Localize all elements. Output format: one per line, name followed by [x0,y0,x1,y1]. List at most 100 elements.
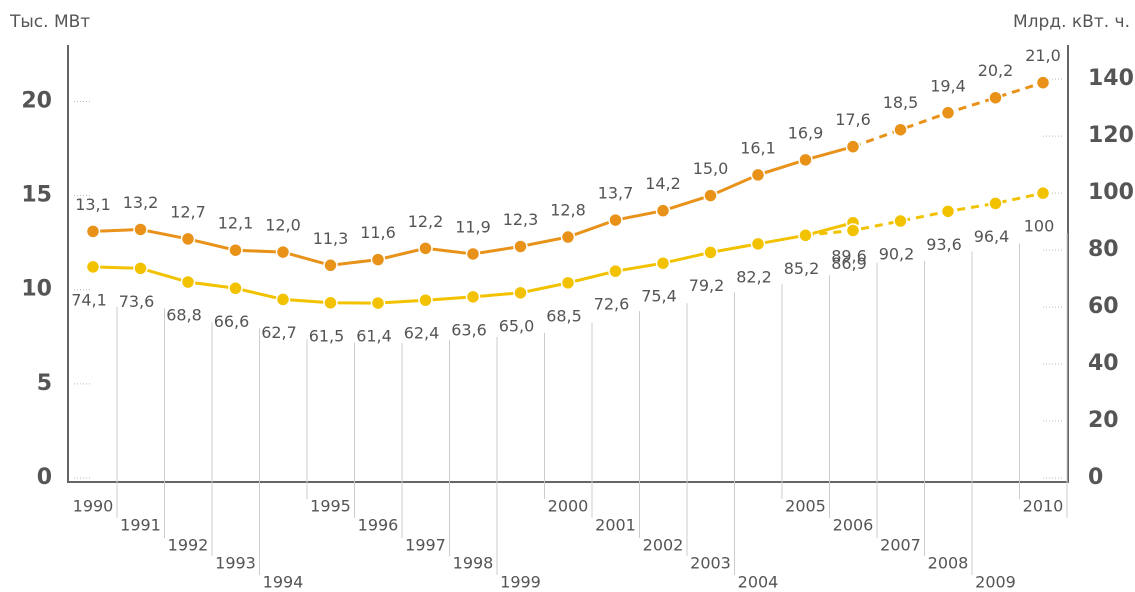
data-point [893,213,908,229]
value-label: 11,6 [360,223,396,242]
x-tick-label: 1999 [500,573,541,592]
value-label: 15,0 [693,159,729,178]
y2-tick-label: 20 [1088,408,1119,433]
value-label: 13,7 [598,184,634,203]
value-label: 12,8 [550,201,586,220]
data-point [940,204,956,219]
data-point [513,239,528,254]
value-label: 74,1 [71,290,107,309]
value-label: 12,7 [170,202,206,221]
value-label: 65,0 [499,316,535,335]
value-label: 12,1 [218,214,254,233]
value-label: 61,4 [356,327,392,346]
data-point [845,223,861,238]
data-point [798,228,813,243]
x-tick-label: 2005 [785,497,826,516]
y-tick-label: 15 [21,183,52,208]
data-point [988,90,1003,105]
data-point [703,245,718,260]
x-tick-label: 1992 [168,536,209,555]
data-point [750,236,766,252]
data-point [1035,185,1051,201]
x-tick-label: 2002 [643,536,684,555]
data-point [655,255,671,271]
data-point [893,122,908,137]
x-tick-label: 1991 [120,516,161,535]
data-point [133,222,148,237]
y-tick-label: 5 [37,371,52,396]
x-tick-label: 2007 [880,536,921,555]
x-tick-label: 1990 [73,497,114,516]
value-label: 12,2 [408,212,444,231]
y2-tick-label: 140 [1088,66,1134,91]
value-label: 82,2 [736,267,772,286]
x-tick-label: 2008 [928,554,969,573]
value-label: 86,9 [831,254,867,273]
value-label: 75,4 [641,287,677,306]
value-label: 100 [1024,217,1055,236]
value-label: 89,6 [831,246,867,265]
value-label: 62,7 [261,323,297,342]
value-label: 11,3 [313,229,349,248]
series-line [805,191,1044,237]
x-tick-label: 2000 [548,497,589,516]
data-point [988,196,1003,211]
value-label: 21,0 [1025,46,1061,65]
y2-axis-title: Млрд. кВт. ч. [1013,12,1130,32]
value-label: 66,6 [214,312,250,331]
x-tick-label: 2006 [833,516,874,535]
x-tick-label: 2010 [1023,497,1064,516]
data-point [180,274,196,290]
x-tick-label: 1997 [405,536,446,555]
data-point [655,203,671,218]
data-point [323,258,338,273]
value-label: 19,4 [930,76,966,95]
data-point [940,105,956,121]
value-label: 79,2 [689,276,725,295]
data-point [703,188,718,203]
data-point [228,281,243,296]
y2-tick-label: 120 [1088,123,1134,148]
data-point [370,295,386,311]
data-point [608,212,623,228]
data-point [560,229,576,245]
value-label: 72,6 [594,295,630,314]
y2-tick-label: 60 [1088,294,1119,319]
value-label: 61,5 [309,326,345,345]
data-point [370,252,386,267]
value-label: 16,1 [740,138,776,157]
value-label: 12,0 [265,216,301,235]
x-tick-label: 1996 [358,516,399,535]
y2-tick-label: 100 [1088,180,1134,205]
data-point [465,289,481,305]
data-point [418,292,433,308]
data-point [845,139,861,154]
value-label: 17,6 [835,110,871,129]
data-point [228,242,243,258]
data-point [513,285,528,301]
data-point [560,275,576,291]
value-label: 90,2 [879,245,915,264]
y2-tick-label: 80 [1088,237,1119,262]
value-label: 14,2 [645,174,681,193]
data-point [1035,75,1051,90]
value-label: 11,9 [455,217,491,236]
value-label: 63,6 [451,320,487,339]
data-point [275,244,291,260]
data-point [180,231,196,247]
value-label: 96,4 [974,227,1010,246]
data-point [465,246,481,262]
x-tick-label: 2004 [738,573,779,592]
data-point [608,263,623,279]
value-label: 85,2 [784,259,820,278]
x-tick-label: 1994 [263,573,304,592]
data-point [323,295,338,311]
x-tick-label: 2003 [690,554,731,573]
data-point [275,292,291,307]
value-label: 62,4 [404,324,440,343]
data-point [133,261,148,276]
data-point [418,241,433,256]
y-tick-label: 20 [21,88,52,113]
value-label: 93,6 [926,235,962,254]
